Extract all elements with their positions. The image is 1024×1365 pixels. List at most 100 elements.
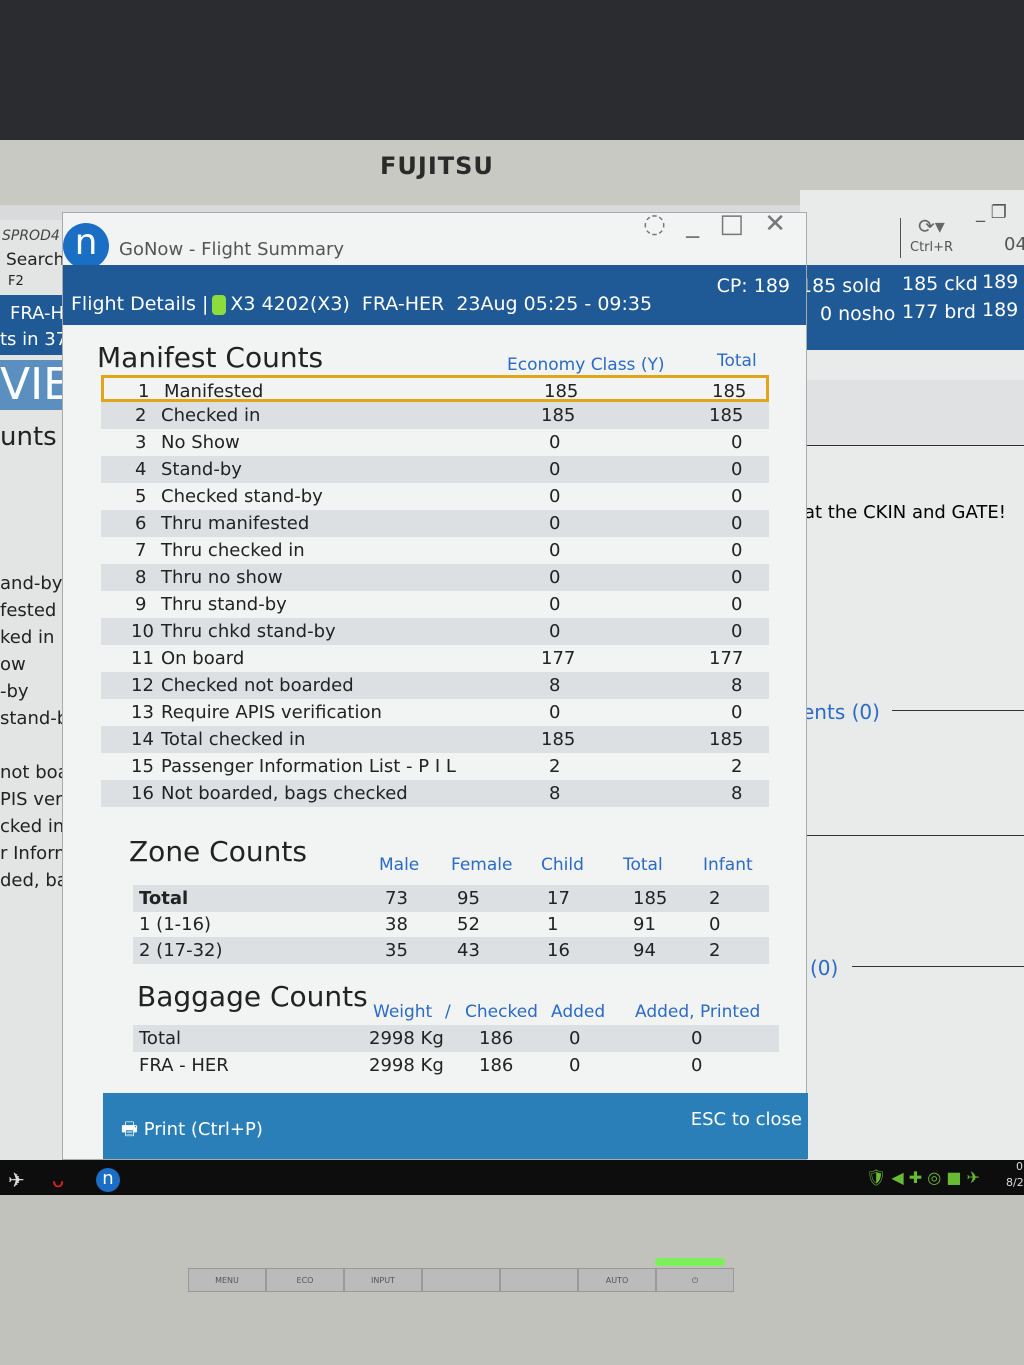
window-controls[interactable]: _ ❐ [976, 202, 1007, 223]
total-value: 185 [712, 381, 747, 402]
row-label: Not boarded, bags checked [161, 783, 408, 804]
row-label: Require APIS verification [161, 702, 382, 723]
print-button[interactable]: 🖶 Print (Ctrl+P) [121, 1117, 263, 1147]
background-window-right: ⟳▾ Ctrl+R _ ❐ 04 185 sold 185 ckd 189 l … [800, 190, 1024, 1160]
left-list-item [0, 732, 66, 759]
monitor-button[interactable]: MENU [188, 1268, 266, 1292]
row-number: 9 [135, 594, 147, 615]
manifest-row[interactable]: 3 No Show 0 0 [101, 429, 769, 456]
manifest-row[interactable]: 8 Thru no show 0 0 [101, 564, 769, 591]
baggage-cell: 2998 Kg [369, 1055, 444, 1076]
printer-icon: 🖶 [121, 1119, 138, 1140]
window-controls[interactable]: ◌ _ □ ✕ [643, 209, 792, 239]
flight-stats: 185 sold 185 ckd 189 l 0 nosho 177 brd 1… [800, 265, 1024, 350]
manifest-row[interactable]: 10 Thru chkd stand-by 0 0 [101, 618, 769, 645]
capacity-1: 189 l [982, 271, 1024, 293]
zone-cell: 94 [633, 940, 656, 961]
monitor-button[interactable]: ECO [266, 1268, 344, 1292]
documents-link[interactable]: ents (0) [802, 700, 880, 724]
tui-app-icon[interactable]: ᴗ [52, 1168, 65, 1192]
zone-cell: 2 (17-32) [139, 940, 223, 961]
manifest-row[interactable]: 15 Passenger Information List - P I L 2 2 [101, 753, 769, 780]
manifest-row[interactable]: 13 Require APIS verification 0 0 [101, 699, 769, 726]
destination-big: VIE [0, 359, 66, 410]
print-label: Print (Ctrl+P) [143, 1119, 263, 1140]
left-list-item: fested [0, 600, 57, 621]
monitor-button[interactable]: INPUT [344, 1268, 422, 1292]
airplane-app-icon[interactable]: ✈ [8, 1168, 25, 1192]
manifest-row[interactable]: 4 Stand-by 0 0 [101, 456, 769, 483]
zone-cell: 43 [457, 940, 480, 961]
left-list-item: stand-by [0, 708, 66, 729]
total-value: 177 [709, 648, 744, 669]
total-value: 2 [731, 756, 743, 777]
left-list-item: cked in [0, 816, 65, 837]
connections-text: ts in 37 [0, 329, 66, 350]
row-number: 10 [131, 621, 154, 642]
economy-value: 2 [549, 756, 561, 777]
checked-count: 185 ckd [902, 273, 978, 295]
gonow-app-icon[interactable]: n [96, 1168, 120, 1192]
manifest-row[interactable]: 6 Thru manifested 0 0 [101, 510, 769, 537]
manifest-row[interactable]: 16 Not boarded, bags checked 8 8 [101, 780, 769, 807]
manifest-row[interactable]: 5 Checked stand-by 0 0 [101, 483, 769, 510]
economy-value: 185 [541, 405, 576, 426]
left-list-item: not boarde [0, 762, 66, 783]
total-value: 0 [731, 459, 743, 480]
left-list-item: PIS verific [0, 789, 66, 810]
manifest-row[interactable]: 14 Total checked in 185 185 [101, 726, 769, 753]
baggage-row: Total 2998 Kg 186 0 0 [133, 1025, 779, 1052]
col-economy: Economy Class (Y) [507, 355, 665, 375]
zone-col-header: Total [623, 855, 663, 875]
passenger-icon [212, 294, 227, 315]
zone-cell: 16 [547, 940, 570, 961]
monitor-button[interactable] [500, 1268, 578, 1292]
row-label: Passenger Information List - P I L [161, 756, 456, 777]
monitor-button[interactable] [422, 1268, 500, 1292]
economy-value: 177 [541, 648, 576, 669]
economy-value: 0 [549, 702, 561, 723]
search-button[interactable]: Search [6, 250, 65, 270]
manifest-row[interactable]: 12 Checked not boarded 8 8 [101, 672, 769, 699]
count-link[interactable]: (0) [810, 956, 839, 980]
row-number: 6 [135, 513, 147, 534]
zone-col-header: Infant [703, 855, 753, 875]
zone-cell: 52 [457, 914, 480, 935]
flight-header: Flight Details | X3 4202(X3) FRA-HER 23Au… [63, 265, 806, 325]
esc-close[interactable]: ESC to close [690, 1109, 802, 1130]
row-label: Thru checked in [161, 540, 305, 561]
monitor-brand: FUJITSU [380, 152, 494, 180]
flight-time: 05:25 - 09:35 [523, 293, 653, 315]
refresh-icon[interactable]: ⟳▾ [918, 214, 945, 238]
monitor-button[interactable]: AUTO [578, 1268, 656, 1292]
zone-cell: 95 [457, 888, 480, 909]
row-number: 1 [138, 381, 150, 402]
title-bar: n GoNow - Flight Summary ◌ _ □ ✕ [63, 209, 806, 269]
row-number: 8 [135, 567, 147, 588]
total-value: 0 [731, 567, 743, 588]
manifest-row[interactable]: 11 On board 177 177 [101, 645, 769, 672]
tray-icons[interactable]: 🛡 ◀ ✚ ◎ ■ ✈ [866, 1168, 980, 1187]
row-label: Thru no show [161, 567, 283, 588]
clock-time: 0 [1016, 1160, 1023, 1173]
manifest-row[interactable]: 2 Checked in 185 185 [101, 402, 769, 429]
zone-cell: 2 [709, 888, 721, 909]
economy-value: 0 [549, 513, 561, 534]
manifest-row[interactable]: 1 Manifested 185 185 [101, 375, 769, 402]
manifest-row[interactable]: 7 Thru checked in 0 0 [101, 537, 769, 564]
zone-cell: 35 [385, 940, 408, 961]
total-value: 185 [709, 729, 744, 750]
flight-banner: FRA-H ts in 37 [0, 295, 66, 355]
left-list-item: ow [0, 654, 26, 675]
baggage-col-header: Added [551, 1002, 606, 1022]
dialog-footer: 🖶 Print (Ctrl+P) ESC to close [103, 1093, 808, 1159]
total-value: 0 [731, 702, 743, 723]
zone-col-header: Female [451, 855, 513, 875]
left-list-item: ked in [0, 627, 55, 648]
zone-cell: 17 [547, 888, 570, 909]
manifest-row[interactable]: 9 Thru stand-by 0 0 [101, 591, 769, 618]
monitor-button[interactable]: ⏻ [656, 1268, 734, 1292]
economy-value: 185 [541, 729, 576, 750]
flight-number: X3 4202(X3) [230, 293, 350, 315]
zone-title: Zone Counts [129, 835, 307, 868]
